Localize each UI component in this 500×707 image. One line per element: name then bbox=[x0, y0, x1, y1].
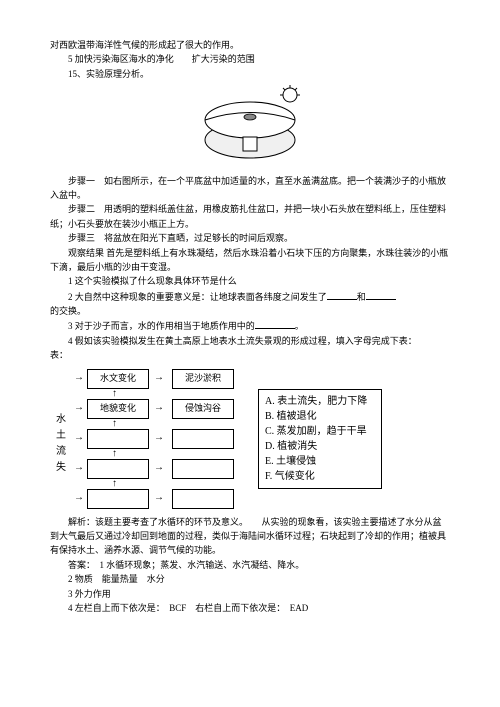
observation: 观察结果 首先是塑料纸上有水珠凝结，然后水珠沿着小石块下压的方向聚集，水珠往装沙… bbox=[50, 246, 450, 275]
arrow-icon: → bbox=[74, 373, 84, 383]
box-empty-l3 bbox=[87, 429, 149, 449]
q2-part-b: 和 bbox=[357, 292, 366, 302]
arrow-icon: ↑ bbox=[112, 449, 117, 459]
answer-4: 4 左栏自上而下依次是： BCF 右栏自上而下依次是： EAD bbox=[50, 601, 450, 615]
arrow-icon: → bbox=[154, 403, 164, 413]
box-hydro: 水文变化 bbox=[87, 369, 149, 389]
box-empty-l5 bbox=[87, 489, 149, 509]
box-sediment: 泥沙淤积 bbox=[172, 369, 234, 389]
arrow-icon: ↑ bbox=[112, 419, 117, 429]
blank-3 bbox=[255, 318, 295, 329]
analysis: 解析：该题主要考查了水循环的环节及意义。 从实验的现象看，该实验主要描述了水分从… bbox=[50, 515, 450, 558]
arrow-icon: → bbox=[74, 463, 84, 473]
left-vertical-label: 水土流失 bbox=[50, 369, 72, 509]
step-3: 步骤三 将盆放在阳光下直晒，过足够长的时间后观察。 bbox=[50, 231, 450, 245]
line-5: 5 加快污染海区海水的净化 扩大污染的范围 bbox=[50, 52, 450, 66]
answer-1: 答案： 1 水循环现象；蒸发、水汽输送、水汽凝结、降水。 bbox=[50, 558, 450, 572]
arrow-icon: → bbox=[74, 493, 84, 503]
step-2: 步骤二 用透明的塑料纸盖住盆，用橡皮筋扎住盆口，并把一块小石头放在塑料纸上，压住… bbox=[50, 202, 450, 231]
blank-2 bbox=[366, 289, 396, 300]
q2-part-a: 2 大自然中这种现象的重要意义是：让地球表面各纬度之间发生了 bbox=[68, 292, 327, 302]
q2-tail: 的交换。 bbox=[50, 304, 450, 318]
box-erosion: 侵蚀沟谷 bbox=[172, 399, 234, 419]
blank-1 bbox=[327, 289, 357, 300]
box-landform: 地貌变化 bbox=[87, 399, 149, 419]
legend-a: A. 表土流失，肥力下降 bbox=[265, 394, 375, 409]
arrow-icon: → bbox=[154, 433, 164, 443]
q4-tail: 表： bbox=[50, 348, 450, 362]
step-1: 步骤一 如右图所示，在一个平底盆中加适量的水，直至水盖满盆底。把一个装满沙子的小… bbox=[50, 174, 450, 203]
answer-3: 3 外力作用 bbox=[50, 587, 450, 601]
q3-part-b: 。 bbox=[295, 321, 304, 331]
legend-f: F. 气候变化 bbox=[265, 469, 375, 484]
box-empty-r3 bbox=[172, 429, 234, 449]
arrow-icon: → bbox=[154, 373, 164, 383]
arrow-icon: ↑ bbox=[112, 389, 117, 399]
legend-d: D. 植被消失 bbox=[265, 439, 375, 454]
question-1: 1 这个实验模拟了什么现象具体环节是什么 bbox=[50, 274, 450, 288]
q3-part-a: 3 对于沙子而言，水的作用相当于地质作用中的 bbox=[68, 321, 255, 331]
box-empty-r4 bbox=[172, 459, 234, 479]
experiment-figure bbox=[50, 85, 450, 169]
question-3: 3 对于沙子而言，水的作用相当于地质作用中的 。 bbox=[50, 318, 450, 333]
box-empty-l4 bbox=[87, 459, 149, 479]
legend-c: C. 蒸发加剧，趋于干旱 bbox=[265, 424, 375, 439]
arrow-icon: ↑ bbox=[112, 479, 117, 489]
question-2: 2 大自然中这种现象的重要意义是：让地球表面各纬度之间发生了 和 bbox=[50, 289, 450, 304]
arrow-icon: → bbox=[154, 463, 164, 473]
arrow-icon: → bbox=[74, 433, 84, 443]
question-4: 4 假如该实验模拟发生在黄土高原上地表水土流失景观的形成过程，填入字母完成下表： bbox=[50, 334, 450, 348]
legend-e: E. 土壤侵蚀 bbox=[265, 454, 375, 469]
arrow-icon: → bbox=[154, 493, 164, 503]
box-empty-r5 bbox=[172, 489, 234, 509]
legend-b: B. 植被退化 bbox=[265, 409, 375, 424]
answer-2: 2 物质 能量热量 水分 bbox=[50, 572, 450, 586]
arrow-icon: → bbox=[74, 403, 84, 413]
line-intro: 对西欧温带海洋性气候的形成起了很大的作用。 bbox=[50, 38, 450, 52]
flowchart: 水土流失 水文变化 → 泥沙淤积 ↑ 地貌变化 → 侵蚀沟谷 ↑ → ↑ bbox=[50, 369, 450, 509]
line-15: 15、实验原理分析。 bbox=[50, 67, 450, 81]
legend: A. 表土流失，肥力下降 B. 植被退化 C. 蒸发加剧，趋于干旱 D. 植被消… bbox=[258, 389, 382, 489]
